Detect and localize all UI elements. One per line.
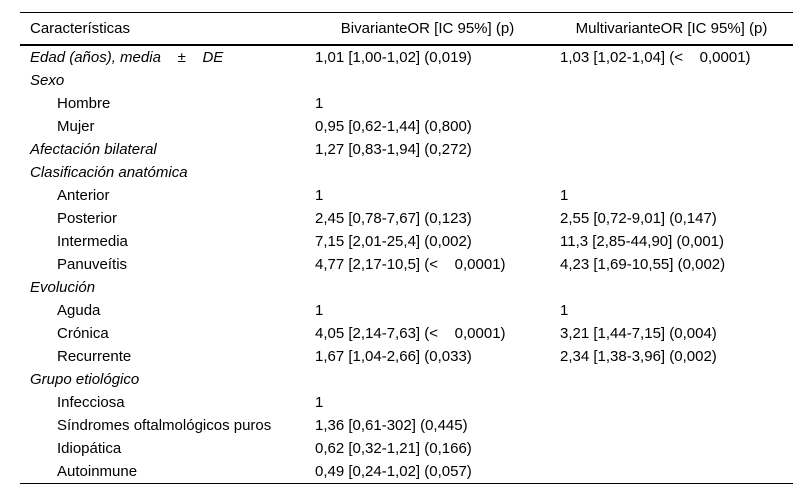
table-row: Recurrente 1,67 [1,04-2,66] (0,033) 2,34… <box>20 345 793 368</box>
row-label-cell: Grupo etiológico <box>30 371 140 388</box>
multivariate-or-cell: 1 <box>560 302 569 319</box>
table-row: Crónica 4,05 [2,14-7,63] (< 0,0001) 3,21… <box>20 322 793 345</box>
bivariate-or-cell: 4,77 [2,17-10,5] (< 0,0001) <box>315 256 506 273</box>
row-label-cell: Hombre <box>57 95 111 112</box>
regression-results-table: Características BivarianteOR [IC 95%] (p… <box>20 12 793 484</box>
multivariate-or-cell <box>550 368 793 391</box>
table-row: Edad (años), media ± DE 1,01 [1,00-1,02]… <box>20 45 793 69</box>
table-row: Evolución <box>20 276 793 299</box>
multivariate-or-cell <box>550 69 793 92</box>
table-row: Intermedia 7,15 [2,01-25,4] (0,002) 11,3… <box>20 230 793 253</box>
multivariate-or-cell <box>550 115 793 138</box>
multivariate-or-cell <box>550 437 793 460</box>
bivariate-or-cell: 4,05 [2,14-7,63] (< 0,0001) <box>315 325 506 342</box>
bivariate-or-cell: 0,62 [0,32-1,21] (0,166) <box>315 440 472 457</box>
multivariate-or-cell: 2,34 [1,38-3,96] (0,002) <box>560 348 717 365</box>
multivariate-or-cell <box>550 161 793 184</box>
row-label-cell: Mujer <box>57 118 95 135</box>
table-row: Autoinmune 0,49 [0,24-1,02] (0,057) <box>20 460 793 484</box>
column-header-bivariante-or: BivarianteOR [IC 95%] (p) <box>340 20 515 37</box>
bivariate-or-cell: 1,27 [0,83-1,94] (0,272) <box>315 141 472 158</box>
multivariate-or-cell <box>550 414 793 437</box>
table-row: Sexo <box>20 69 793 92</box>
bivariate-or-cell: 1,01 [1,00-1,02] (0,019) <box>315 49 472 66</box>
multivariate-or-cell <box>550 391 793 414</box>
table-row: Grupo etiológico <box>20 368 793 391</box>
bivariate-or-cell <box>305 69 550 92</box>
row-label-cell: Edad (años), media ± DE <box>30 49 224 66</box>
row-label-cell: Clasificación anatómica <box>30 164 188 181</box>
bivariate-or-cell: 7,15 [2,01-25,4] (0,002) <box>315 233 472 250</box>
bivariate-or-cell <box>305 368 550 391</box>
multivariate-or-cell: 3,21 [1,44-7,15] (0,004) <box>560 325 717 342</box>
table-row: Anterior 1 1 <box>20 184 793 207</box>
row-label-cell: Panuveítis <box>57 256 128 273</box>
multivariate-or-cell: 1,03 [1,02-1,04] (< 0,0001) <box>560 49 751 66</box>
row-label-cell: Aguda <box>57 302 101 319</box>
multivariate-or-cell <box>550 138 793 161</box>
multivariate-or-cell: 1 <box>560 187 569 204</box>
row-label-cell: Idiopática <box>57 440 122 457</box>
bivariate-or-cell: 0,95 [0,62-1,44] (0,800) <box>315 118 472 135</box>
bivariate-or-cell: 1 <box>315 187 324 204</box>
table-body: Edad (años), media ± DE 1,01 [1,00-1,02]… <box>20 45 793 484</box>
multivariate-or-cell: 2,55 [0,72-9,01] (0,147) <box>560 210 717 227</box>
row-label-cell: Infecciosa <box>57 394 125 411</box>
multivariate-or-cell <box>550 460 793 484</box>
column-header-multivariante-or: MultivarianteOR [IC 95%] (p) <box>575 20 768 37</box>
multivariate-or-cell <box>550 92 793 115</box>
table-row: Mujer 0,95 [0,62-1,44] (0,800) <box>20 115 793 138</box>
column-header-caracteristicas: Características <box>30 20 131 37</box>
header-row: Características BivarianteOR [IC 95%] (p… <box>20 13 793 45</box>
row-label-cell: Afectación bilateral <box>30 141 157 158</box>
table-row: Síndromes oftalmológicos puros 1,36 [0,6… <box>20 414 793 437</box>
table-row: Clasificación anatómica <box>20 161 793 184</box>
table-row: Aguda 1 1 <box>20 299 793 322</box>
row-label-cell: Sexo <box>30 72 65 89</box>
table-header: Características BivarianteOR [IC 95%] (p… <box>20 13 793 45</box>
row-label-cell: Intermedia <box>57 233 128 250</box>
bivariate-or-cell <box>305 276 550 299</box>
multivariate-or-cell <box>550 276 793 299</box>
table-row: Idiopática 0,62 [0,32-1,21] (0,166) <box>20 437 793 460</box>
row-label-cell: Autoinmune <box>57 463 138 480</box>
bivariate-or-cell: 1,36 [0,61-302] (0,445) <box>315 417 468 434</box>
table-row: Infecciosa 1 <box>20 391 793 414</box>
row-label-cell: Anterior <box>57 187 110 204</box>
row-label-cell: Recurrente <box>57 348 132 365</box>
row-label-cell: Crónica <box>57 325 109 342</box>
table-row: Posterior 2,45 [0,78-7,67] (0,123) 2,55 … <box>20 207 793 230</box>
multivariate-or-cell: 4,23 [1,69-10,55] (0,002) <box>560 256 726 273</box>
table-row: Afectación bilateral 1,27 [0,83-1,94] (0… <box>20 138 793 161</box>
bivariate-or-cell: 1 <box>315 302 324 319</box>
bivariate-or-cell: 1,67 [1,04-2,66] (0,033) <box>315 348 472 365</box>
bivariate-or-cell <box>305 161 550 184</box>
bivariate-or-cell: 2,45 [0,78-7,67] (0,123) <box>315 210 472 227</box>
row-label-cell: Evolución <box>30 279 96 296</box>
table-row: Panuveítis 4,77 [2,17-10,5] (< 0,0001) 4… <box>20 253 793 276</box>
bivariate-or-cell: 1 <box>315 95 324 112</box>
multivariate-or-cell: 11,3 [2,85-44,90] (0,001) <box>560 233 725 250</box>
bivariate-or-cell: 1 <box>315 394 324 411</box>
row-label-cell: Síndromes oftalmológicos puros <box>57 417 272 434</box>
table-row: Hombre 1 <box>20 92 793 115</box>
bivariate-or-cell: 0,49 [0,24-1,02] (0,057) <box>315 463 472 480</box>
row-label-cell: Posterior <box>57 210 118 227</box>
